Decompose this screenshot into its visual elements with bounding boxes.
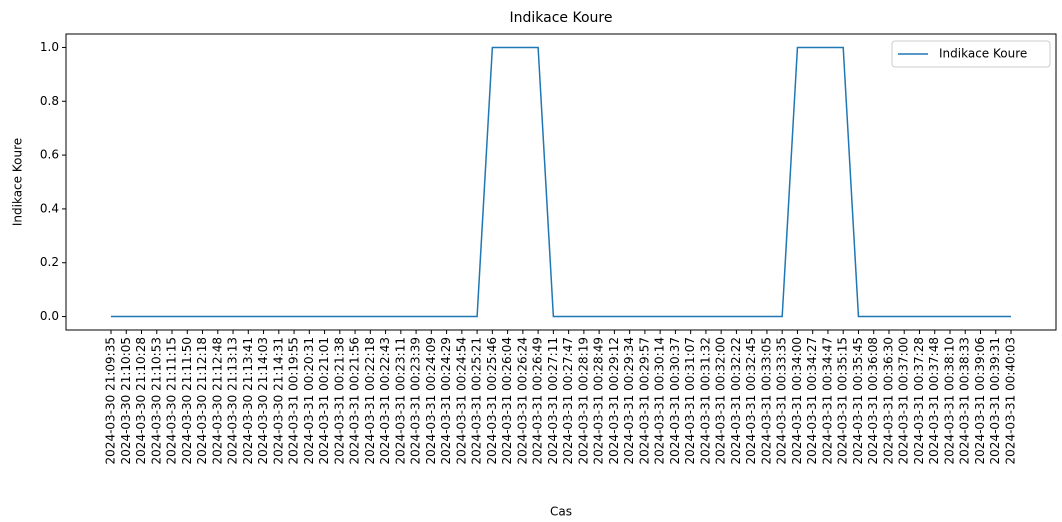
x-tick-label: 2024-03-31 00:32:22: [729, 337, 743, 464]
x-tick-label: 2024-03-31 00:38:33: [958, 337, 972, 464]
legend-box: [891, 40, 1051, 68]
x-tick-label: 2024-03-31 00:34:00: [790, 337, 804, 464]
x-tick-label: 2024-03-31 00:29:12: [607, 337, 621, 464]
x-tick-label: 2024-03-31 00:32:45: [744, 337, 758, 464]
x-axis-label: Cas: [550, 505, 572, 519]
x-tick-label: 2024-03-31 00:37:28: [912, 337, 926, 464]
x-tick-label: 2024-03-31 00:39:31: [988, 337, 1002, 464]
x-tick-label: 2024-03-31 00:25:46: [485, 337, 499, 464]
x-tick-label: 2024-03-31 00:37:00: [897, 337, 911, 464]
legend-label: Indikace Koure: [939, 47, 1027, 61]
x-tick-label: 2024-03-31 00:22:43: [378, 337, 392, 464]
x-tick-label: 2024-03-31 00:23:11: [393, 337, 407, 464]
x-tick-label: 2024-03-31 00:32:00: [714, 337, 728, 464]
x-tick-label: 2024-03-31 00:33:05: [759, 337, 773, 464]
x-tick-label: 2024-03-31 00:24:09: [424, 337, 438, 464]
x-tick-label: 2024-03-31 00:21:56: [348, 337, 362, 464]
x-tick-label: 2024-03-31 00:25:21: [470, 337, 484, 464]
x-tick-label: 2024-03-30 21:14:03: [256, 337, 270, 464]
x-tick-label: 2024-03-31 00:24:54: [454, 337, 468, 464]
x-tick-label: 2024-03-30 21:10:53: [149, 337, 163, 464]
x-tick-label: 2024-03-31 00:26:24: [515, 337, 529, 464]
x-tick-label: 2024-03-31 00:24:29: [439, 337, 453, 464]
line: [111, 46, 1011, 318]
x-tick-label: 2024-03-30 21:13:41: [241, 337, 255, 464]
x-tick-label: 2024-03-30 21:14:31: [271, 337, 285, 464]
x-tick-label: 2024-03-31 00:22:18: [363, 337, 377, 464]
y-tick-label: 0.4: [40, 201, 59, 215]
x-tick-label: 2024-03-31 00:23:39: [409, 337, 423, 464]
chart-title: Indikace Koure: [510, 10, 613, 26]
x-tick-label: 2024-03-31 00:29:57: [637, 337, 651, 464]
y-tick-label: 0.6: [40, 148, 59, 162]
x-tick-label: 2024-03-31 00:34:27: [805, 337, 819, 464]
y-axis-label: Indikace Koure: [11, 138, 25, 226]
x-tick-label: 2024-03-31 00:21:38: [332, 337, 346, 464]
x-tick-label: 2024-03-30 21:12:48: [210, 337, 224, 464]
x-tick-label: 2024-03-31 00:35:45: [851, 337, 865, 464]
x-tick-label: 2024-03-31 00:27:11: [546, 337, 560, 464]
x-tick-label: 2024-03-31 00:33:35: [775, 337, 789, 464]
x-tick-label: 2024-03-30 21:10:28: [134, 337, 148, 464]
x-tick-label: 2024-03-31 00:31:07: [683, 337, 697, 464]
x-tick-label: 2024-03-31 00:30:37: [668, 337, 682, 464]
x-tick-label: 2024-03-31 00:35:15: [836, 337, 850, 464]
x-tick-label: 2024-03-31 00:31:32: [698, 337, 712, 464]
x-tick-label: 2024-03-31 00:28:49: [592, 337, 606, 464]
x-tick-label: 2024-03-31 00:21:01: [317, 337, 331, 464]
x-tick-label: 2024-03-30 21:09:35: [104, 337, 118, 464]
x-tick-label: 2024-03-31 00:38:10: [942, 337, 956, 464]
x-tick-label: 2024-03-31 00:39:06: [973, 337, 987, 464]
x-tick-label: 2024-03-31 00:36:30: [881, 337, 895, 464]
x-tick-label: 2024-03-31 00:27:47: [561, 337, 575, 464]
x-tick-label: 2024-03-31 00:29:34: [622, 337, 636, 464]
x-tick-label: 2024-03-31 00:40:03: [1004, 337, 1018, 464]
y-tick-label: 1.0: [40, 40, 59, 54]
y-tick-label: 0.2: [40, 255, 59, 269]
plot-frame: [65, 33, 1057, 331]
x-tick-label: 2024-03-31 00:37:48: [927, 337, 941, 464]
y-tick-label: 0.8: [40, 94, 59, 108]
x-tick-label: 2024-03-30 21:13:13: [226, 337, 240, 464]
x-tick-label: 2024-03-30 21:10:05: [119, 337, 133, 464]
x-tick-label: 2024-03-31 00:34:47: [820, 337, 834, 464]
x-tick-label: 2024-03-31 00:26:04: [500, 337, 514, 464]
x-tick-label: 2024-03-30 21:11:15: [165, 337, 179, 464]
x-tick-label: 2024-03-31 00:28:19: [576, 337, 590, 464]
x-tick-label: 2024-03-31 00:20:31: [302, 337, 316, 464]
x-tick-label: 2024-03-31 00:26:49: [531, 337, 545, 464]
x-tick-label: 2024-03-31 00:36:08: [866, 337, 880, 464]
y-tick-label: 0.0: [40, 309, 59, 323]
x-tick-label: 2024-03-31 00:19:55: [287, 337, 301, 464]
x-tick-label: 2024-03-31 00:30:14: [653, 337, 667, 464]
x-tick-label: 2024-03-30 21:12:18: [195, 337, 209, 464]
x-tick-label: 2024-03-30 21:11:50: [180, 337, 194, 464]
